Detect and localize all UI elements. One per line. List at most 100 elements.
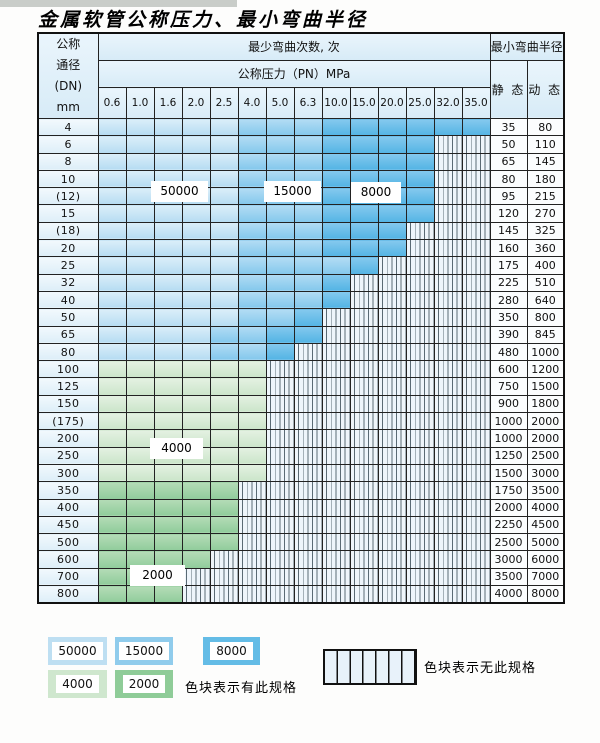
spec-cell [433,239,463,258]
spec-cell [237,360,267,379]
dn-cell: 700 [37,567,99,587]
spec-cell [461,515,491,535]
dn-cell: (18) [37,221,99,241]
spec-cell [209,377,239,396]
spec-cell [153,204,183,223]
spec-cell [461,308,491,327]
static-radius-cell: 600 [489,360,528,379]
spec-cell [237,204,267,223]
spec-cell [237,135,267,154]
spec-cell [97,135,127,154]
legend-value-8000: 8000 [210,642,253,660]
dynamic-radius-cell: 360 [526,239,565,258]
spec-cell [209,342,239,362]
spec-cell [97,360,127,379]
spec-cell [349,135,379,154]
dn-cell: 125 [37,377,99,396]
spec-cell [265,135,295,154]
spec-cell [265,394,295,414]
spec-cell [433,273,463,292]
legend-item-2000: 2000 [115,670,173,698]
spec-cell [433,533,463,552]
legend-no-spec-text: 色块表示无此规格 [424,661,537,676]
spec-cell [433,550,463,569]
spec-cell [97,377,127,396]
table-row: 800 4000 8000 [37,585,565,604]
spec-cell [321,152,351,171]
spec-cell [265,429,295,448]
dn-cell: 50 [37,308,99,327]
spec-cell [97,550,127,569]
spec-cell [433,360,463,379]
spec-cell [321,585,351,604]
dn-cell: 100 [37,360,99,379]
spec-cell [153,221,183,241]
spec-cell [97,585,127,604]
spec-cell [405,342,435,362]
spec-cell [433,429,463,448]
spec-cell [461,429,491,448]
dn-cell: 300 [37,463,99,483]
spec-cell [265,308,295,327]
static-radius-cell: 2000 [489,498,528,517]
spec-cell [433,394,463,414]
spec-cell [237,239,267,258]
table-row: 700 3500 7000 [37,567,565,587]
spec-cell [125,377,155,396]
static-radius-cell: 280 [489,290,528,310]
spec-cell [349,446,379,465]
legend-value-2000: 2000 [122,675,166,693]
static-radius-cell: 50 [489,135,528,154]
spec-cell [349,515,379,535]
spec-cell [293,221,323,241]
table-row: 350 1750 3500 [37,481,565,500]
spec-cell [461,463,491,483]
spec-cell [209,221,239,241]
spec-cell [181,360,211,379]
dynamic-radius-cell: 640 [526,290,565,310]
spec-cell [209,412,239,431]
table-row: 300 1500 3000 [37,463,565,483]
legend-item-50000: 50000 [48,637,107,665]
static-radius-cell: 95 [489,187,528,206]
legend-value-15000: 15000 [118,642,170,660]
spec-cell [237,481,267,500]
spec-cell [377,515,407,535]
spec-cell [265,239,295,258]
spec-cell [405,290,435,310]
legend-item-4000: 4000 [48,670,107,698]
legend-item-8000: 8000 [203,637,260,665]
pressure-col-5.0: 5.0 [265,87,295,119]
spec-cell [293,585,323,604]
spec-cell [265,342,295,362]
spec-cell [265,481,295,500]
spec-cell [181,290,211,310]
spec-cell [181,152,211,171]
spec-cell [321,256,351,275]
spec-cell [181,585,211,604]
spec-cell [209,498,239,517]
spec-cell [321,117,351,137]
spec-cell [349,463,379,483]
spec-cell [321,325,351,344]
spec-cell [265,550,295,569]
spec-cell [181,239,211,258]
spec-cell [209,585,239,604]
spec-cell [405,135,435,154]
spec-cell [125,429,155,448]
dynamic-radius-cell: 110 [526,135,565,154]
spec-cell [433,152,463,171]
spec-cell [461,567,491,587]
spec-cell [321,463,351,483]
spec-cell [153,290,183,310]
spec-cell [405,377,435,396]
spec-cell [125,256,155,275]
spec-cell [97,515,127,535]
spec-cell [237,412,267,431]
dynamic-radius-cell: 400 [526,256,565,275]
spec-cell [209,360,239,379]
static-radius-cell: 1500 [489,463,528,483]
spec-cell [97,221,127,241]
spec-cell [461,117,491,137]
spec-cell [97,567,127,587]
